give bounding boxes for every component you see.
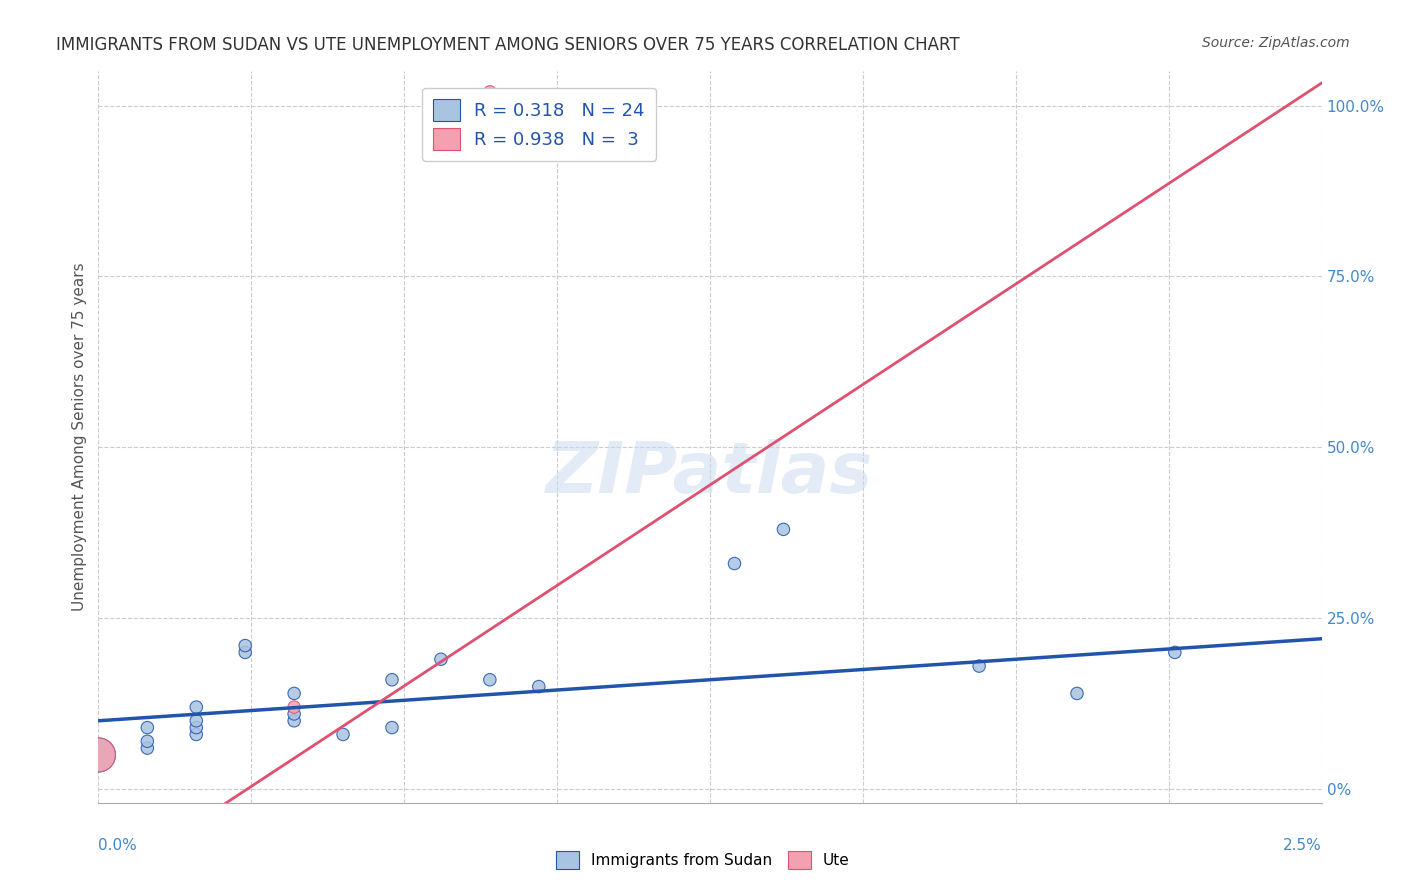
Point (527, 680, 550, 694)
Text: 2.5%: 2.5% (1282, 838, 1322, 854)
Text: ZIPatlas: ZIPatlas (547, 439, 873, 508)
Point (87, 747, 110, 762)
Point (186, 714, 208, 728)
Point (186, 721, 208, 735)
Text: Source: ZipAtlas.com: Source: ZipAtlas.com (1202, 36, 1350, 50)
Text: IMMIGRANTS FROM SUDAN VS UTE UNEMPLOYMENT AMONG SENIORS OVER 75 YEARS CORRELATIO: IMMIGRANTS FROM SUDAN VS UTE UNEMPLOYMEN… (56, 36, 960, 54)
Point (136, 741, 159, 756)
Y-axis label: Unemployment Among Seniors over 75 years: Unemployment Among Seniors over 75 years (72, 263, 87, 611)
Point (772, 522, 794, 536)
Point (136, 734, 159, 748)
Point (967, 659, 990, 673)
Point (283, 714, 305, 728)
Point (87, 747, 110, 762)
Legend: Immigrants from Sudan, Ute: Immigrants from Sudan, Ute (550, 845, 856, 875)
Point (233, 639, 256, 653)
Point (283, 706, 305, 721)
Point (478, 673, 501, 687)
Point (283, 686, 305, 700)
Point (723, 557, 745, 571)
Point (233, 645, 256, 659)
Point (430, 652, 453, 666)
Point (136, 721, 159, 735)
Point (186, 700, 208, 714)
Point (1066, 686, 1088, 700)
Point (381, 673, 404, 687)
Point (186, 727, 208, 741)
Point (283, 700, 305, 714)
Point (1164, 645, 1187, 659)
Point (381, 721, 404, 735)
Point (478, 85, 501, 99)
Text: 0.0%: 0.0% (98, 838, 138, 854)
Legend: R = 0.318   N = 24, R = 0.938   N =  3: R = 0.318 N = 24, R = 0.938 N = 3 (422, 87, 655, 161)
Point (332, 727, 354, 741)
